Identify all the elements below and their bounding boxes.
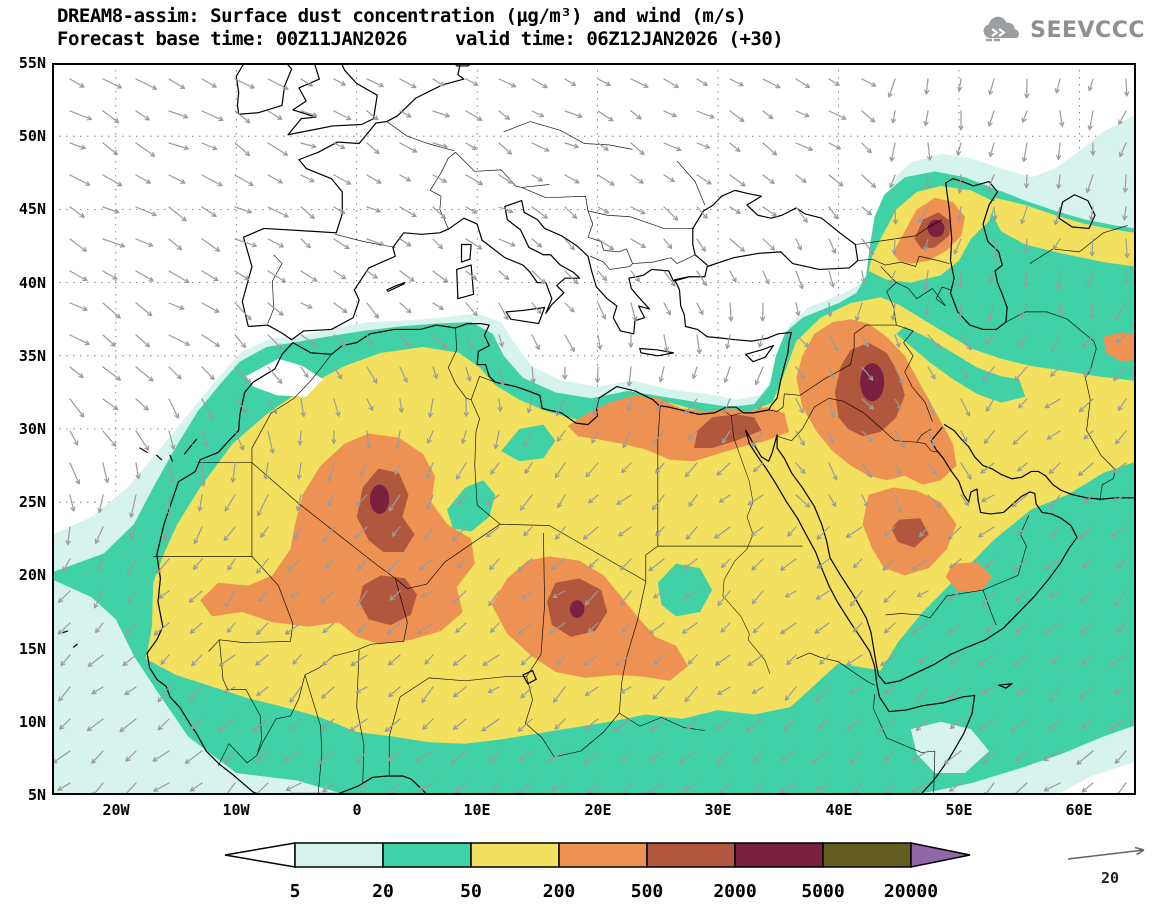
lat-label: 5N xyxy=(27,786,46,804)
lat-label: 55N xyxy=(18,54,46,72)
lon-label: 10E xyxy=(463,801,491,819)
legend-tick-label: 500 xyxy=(631,881,664,902)
map-frame xyxy=(52,63,1136,795)
lon-label: 40E xyxy=(825,801,853,819)
legend-tick-label: 2000 xyxy=(713,881,756,902)
borders-europe xyxy=(268,122,705,324)
legend-cell xyxy=(470,842,560,868)
legend-tick-label: 50 xyxy=(460,881,482,902)
legend-cell xyxy=(382,842,472,868)
coastline-europe-africa xyxy=(147,63,858,795)
lat-label: 35N xyxy=(18,347,46,365)
seevccc-logo: SEEVCCC xyxy=(978,16,1145,44)
wind-reference: 20 xyxy=(1067,846,1145,887)
lat-label: 45N xyxy=(18,200,46,218)
lat-label: 20N xyxy=(18,566,46,584)
dust-map xyxy=(52,63,1136,795)
legend-cell xyxy=(294,842,384,868)
logo-text: SEEVCCC xyxy=(1030,17,1145,43)
lat-label: 15N xyxy=(18,640,46,658)
lat-label: 10N xyxy=(18,713,46,731)
base-time-label: Forecast base time: 00Z11JAN2026 xyxy=(57,28,408,50)
legend-cell xyxy=(734,842,824,868)
legend-cell-below-min xyxy=(224,842,296,868)
lat-label: 40N xyxy=(18,274,46,292)
legend-cell xyxy=(822,842,912,868)
cloud-icon xyxy=(983,16,1020,42)
legend-tick-label: 200 xyxy=(543,881,576,902)
legend-tick-label: 20000 xyxy=(884,881,938,902)
legend-tick-label: 20 xyxy=(372,881,394,902)
coastline-british-isles xyxy=(236,63,377,135)
lat-label: 25N xyxy=(18,493,46,511)
lon-label: 20E xyxy=(584,801,612,819)
lat-label: 50N xyxy=(18,127,46,145)
wind-reference-arrow xyxy=(1067,846,1145,860)
figure-subtitle: Forecast base time: 00Z11JAN2026 valid ti… xyxy=(57,28,784,50)
legend-cell xyxy=(558,842,648,868)
legend-tick-label: 5 xyxy=(290,881,301,902)
coastline-redsea-horn xyxy=(746,430,975,793)
valid-time-label: valid time: 06Z12JAN2026 (+30) xyxy=(455,28,784,50)
lon-label: 20W xyxy=(102,801,130,819)
lon-label: 60E xyxy=(1065,801,1093,819)
wind-arrows xyxy=(52,78,1130,795)
lat-label: 30N xyxy=(18,420,46,438)
islands xyxy=(63,245,1012,689)
legend-cell xyxy=(646,842,736,868)
legend-cell-above-max xyxy=(910,842,971,868)
lon-label: 50E xyxy=(945,801,973,819)
map-panel xyxy=(52,63,1136,795)
color-bar-legend: 5 20 50 200 500 2000 5000 20000 xyxy=(224,842,971,902)
lon-label: 10W xyxy=(222,801,250,819)
dust-shading xyxy=(52,114,1136,795)
grid-lines xyxy=(52,63,1136,795)
legend-tick-label: 5000 xyxy=(801,881,844,902)
wind-reference-value: 20 xyxy=(1101,869,1119,887)
borders-middle-east xyxy=(769,220,1128,626)
figure-title: DREAM8-assim: Surface dust concentration… xyxy=(57,5,747,27)
lon-label: 0 xyxy=(352,801,362,819)
lon-label: 30E xyxy=(704,801,732,819)
coastlines-borders xyxy=(63,63,1136,795)
